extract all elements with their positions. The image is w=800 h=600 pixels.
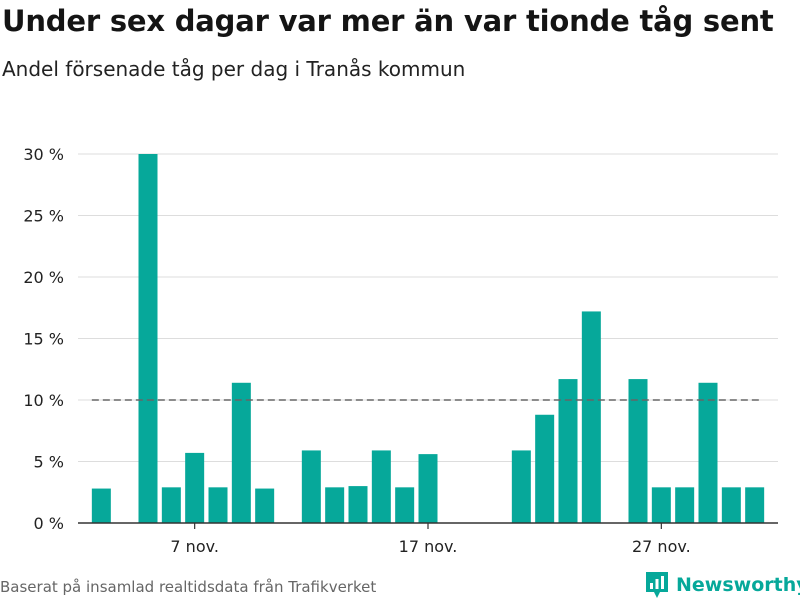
chart-title: Under sex dagar var mer än var tionde tå… [2,4,774,38]
bar [138,154,158,523]
bar [628,379,648,523]
y-tick-label: 10 % [23,391,64,410]
source-note: Baserat på insamlad realtidsdata från Tr… [0,578,377,596]
brand-logo[interactable]: Newsworthy [644,570,800,600]
bar [231,382,251,523]
x-tick-label: 27 nov. [632,537,691,556]
bar [255,488,275,523]
bar [511,450,531,523]
y-tick-label: 0 % [34,514,64,533]
x-tick-label: 7 nov. [170,537,219,556]
gridlines [78,153,778,462]
bar-chart: 0 % 5 % 10 % 15 % 20 % 25 % 30 % 7 nov. 17 nov. 2… [23,145,778,556]
bar [418,454,438,523]
axes: 0 % 5 % 10 % 15 % 20 % 25 % 30 % 7 nov. 17 nov. 2… [23,145,778,556]
bar [721,487,741,523]
bar [91,488,111,523]
chart-subtitle: Andel försenade tåg per dag i Tranås kom… [2,57,466,81]
y-tick-label: 30 % [23,145,64,164]
bar [535,414,555,523]
bar [581,311,601,523]
y-tick-label: 20 % [23,268,64,287]
newsworthy-logo-icon [646,572,668,598]
bar [675,487,695,523]
bar [161,487,181,523]
y-tick-label: 15 % [23,330,64,349]
y-tick-label: 5 % [34,453,64,472]
bar [371,450,391,523]
y-tick-label: 25 % [23,207,64,226]
bar [395,487,415,523]
bar [348,486,368,523]
bar [185,452,205,523]
brand-name: Newsworthy [676,574,800,596]
bar [651,487,671,523]
bar [325,487,345,523]
bar [698,382,718,523]
bar [558,379,578,523]
bar [301,450,321,523]
bar [208,487,228,523]
bar [745,487,765,523]
x-tick-label: 17 nov. [399,537,458,556]
bars [91,154,765,523]
